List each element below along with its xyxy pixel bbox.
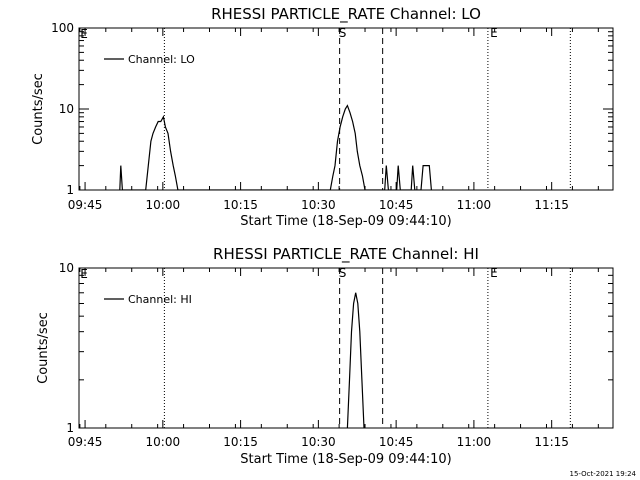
x-tick-label: 09:45 [68,435,103,449]
x-tick-label: 10:15 [223,435,258,449]
x-tick-label: 10:45 [379,435,414,449]
legend-entry: Channel: LO [128,53,195,66]
x-tick-label: 10:00 [146,198,181,212]
series-line-1 [346,292,365,428]
x-axis-label: Start Time (18-Sep-09 09:44:10) [240,214,451,229]
legend-entry: Channel: HI [128,293,192,306]
y-tick-label: 1 [66,183,74,197]
x-tick-label: 10:00 [146,435,181,449]
plot-frame [78,267,614,429]
marker-label: E [490,266,498,280]
chart-panel-1: RHESSI PARTICLE_RATE Channel: LO 09:45 10:… [31,5,614,229]
x-tick-label: 11:15 [534,435,569,449]
x-tick-label: 11:15 [534,198,569,212]
x-tick-label: 10:30 [301,435,336,449]
marker-label: S [339,266,347,280]
marker-label: S [339,26,347,40]
y-axis-label: Counts/sec [31,73,46,145]
y-tick-label: 10 [59,102,74,116]
x-tick-label: 11:00 [457,435,492,449]
y-tick-label: 100 [51,21,74,35]
series-line-1 [119,104,432,190]
x-tick-label: 10:30 [301,198,336,212]
marker-label-edge: E [80,267,88,281]
chart-panel-2: RHESSI PARTICLE_RATE Channel: HI 09:45 10:… [36,245,614,467]
footer-timestamp: 15-Oct-2021 19:24 [570,470,637,478]
y-axis-label: Counts/sec [36,312,51,384]
x-axis-label: Start Time (18-Sep-09 09:44:10) [240,452,451,467]
marker-label: E [490,26,498,40]
x-tick-label: 09:45 [68,198,103,212]
chart-title: RHESSI PARTICLE_RATE Channel: LO [211,5,481,24]
y-tick-label: 1 [66,421,74,435]
x-tick-label: 10:15 [223,198,258,212]
x-tick-label: 10:45 [379,198,414,212]
x-tick-label: 11:00 [457,198,492,212]
chart-title: RHESSI PARTICLE_RATE Channel: HI [213,245,479,264]
y-tick-label: 10 [59,261,74,275]
marker-label-edge: E [80,27,88,41]
